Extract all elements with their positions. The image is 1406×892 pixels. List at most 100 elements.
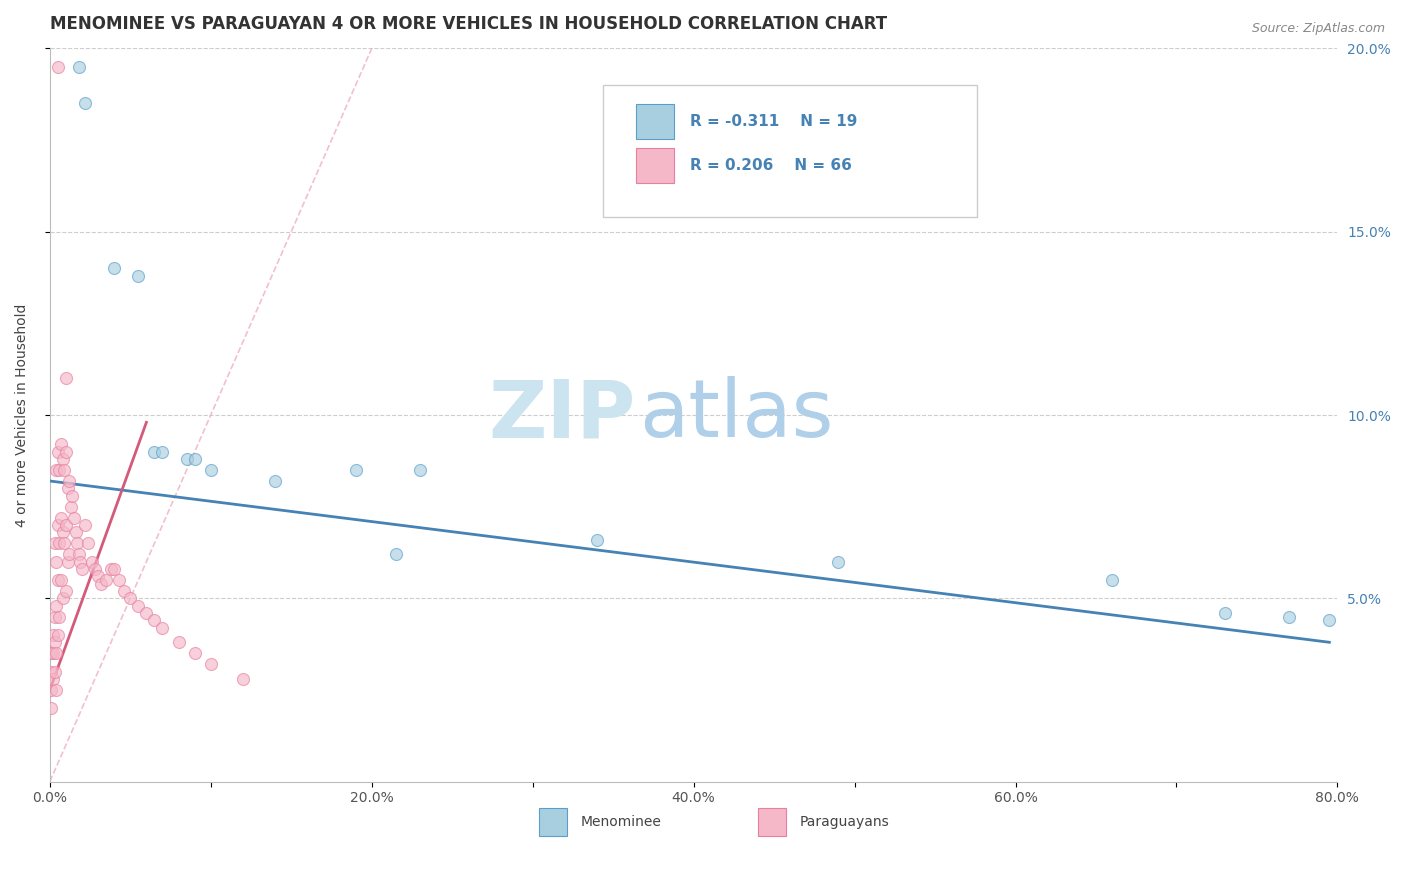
Point	[49, 573, 72, 587]
Point	[96, 573, 118, 587]
Point	[41, 682, 63, 697]
Point	[41, 701, 63, 715]
Point	[75, 96, 97, 111]
Point	[52, 525, 75, 540]
Point	[232, 672, 254, 686]
Point	[41, 646, 63, 660]
Point	[77, 536, 100, 550]
Text: Paraguayans: Paraguayans	[799, 815, 889, 829]
Point	[55, 584, 77, 599]
Point	[55, 444, 77, 458]
Text: R = 0.206    N = 66: R = 0.206 N = 66	[690, 158, 852, 173]
Point	[44, 665, 66, 679]
Point	[46, 573, 69, 587]
Y-axis label: 4 or more Vehicles in Household: 4 or more Vehicles in Household	[15, 303, 30, 526]
Point	[56, 555, 79, 569]
Point	[87, 569, 110, 583]
Point	[65, 525, 87, 540]
Point	[1317, 613, 1340, 627]
Point	[42, 672, 65, 686]
Point	[586, 533, 609, 547]
Point	[135, 606, 157, 620]
Bar	[758, 808, 786, 836]
Point	[112, 584, 135, 599]
Text: R = -0.311    N = 19: R = -0.311 N = 19	[690, 114, 858, 129]
Point	[67, 547, 90, 561]
Point	[152, 444, 174, 458]
Text: Menominee: Menominee	[581, 815, 661, 829]
Point	[42, 646, 65, 660]
Point	[90, 576, 112, 591]
Point	[45, 646, 67, 660]
Point	[108, 573, 131, 587]
Point	[59, 500, 82, 514]
Point	[143, 444, 166, 458]
Point	[100, 562, 122, 576]
Point	[46, 518, 69, 533]
Point	[48, 536, 70, 550]
Point	[143, 613, 166, 627]
Point	[827, 555, 849, 569]
Point	[53, 463, 76, 477]
Point	[42, 628, 65, 642]
FancyBboxPatch shape	[603, 85, 977, 217]
Point	[409, 463, 432, 477]
Text: MENOMINEE VS PARAGUAYAN 4 OR MORE VEHICLES IN HOUSEHOLD CORRELATION CHART: MENOMINEE VS PARAGUAYAN 4 OR MORE VEHICL…	[49, 15, 887, 33]
Point	[200, 657, 222, 672]
Point	[80, 555, 103, 569]
Point	[45, 555, 67, 569]
Point	[46, 628, 69, 642]
Point	[83, 562, 105, 576]
Point	[44, 635, 66, 649]
Point	[103, 562, 125, 576]
Point	[58, 474, 80, 488]
Point	[63, 510, 86, 524]
Bar	[636, 148, 675, 184]
Point	[48, 609, 70, 624]
Bar	[636, 104, 675, 139]
Point	[167, 635, 190, 649]
Point	[120, 591, 142, 606]
Point	[69, 555, 91, 569]
Point	[344, 463, 367, 477]
Bar	[538, 808, 568, 836]
Point	[55, 518, 77, 533]
Point	[127, 599, 149, 613]
Point	[56, 481, 79, 495]
Point	[55, 371, 77, 385]
Point	[1101, 573, 1123, 587]
Point	[41, 665, 63, 679]
Point	[48, 463, 70, 477]
Point	[67, 60, 90, 74]
Point	[1213, 606, 1236, 620]
Point	[183, 452, 205, 467]
Point	[60, 489, 83, 503]
Point	[66, 536, 89, 550]
Point	[45, 682, 67, 697]
Point	[53, 536, 76, 550]
Text: atlas: atlas	[640, 376, 834, 454]
Point	[46, 444, 69, 458]
Point	[103, 261, 125, 276]
Point	[70, 562, 93, 576]
Point	[1278, 609, 1301, 624]
Point	[44, 609, 66, 624]
Point	[58, 547, 80, 561]
Point	[52, 591, 75, 606]
Point	[264, 474, 287, 488]
Point	[46, 60, 69, 74]
Text: ZIP: ZIP	[488, 376, 636, 454]
Point	[127, 268, 149, 283]
Point	[45, 463, 67, 477]
Point	[44, 536, 66, 550]
Point	[75, 518, 97, 533]
Point	[52, 452, 75, 467]
Point	[152, 621, 174, 635]
Point	[45, 599, 67, 613]
Text: Source: ZipAtlas.com: Source: ZipAtlas.com	[1251, 22, 1385, 36]
Point	[176, 452, 198, 467]
Point	[183, 646, 205, 660]
Point	[385, 547, 408, 561]
Point	[49, 510, 72, 524]
Point	[200, 463, 222, 477]
